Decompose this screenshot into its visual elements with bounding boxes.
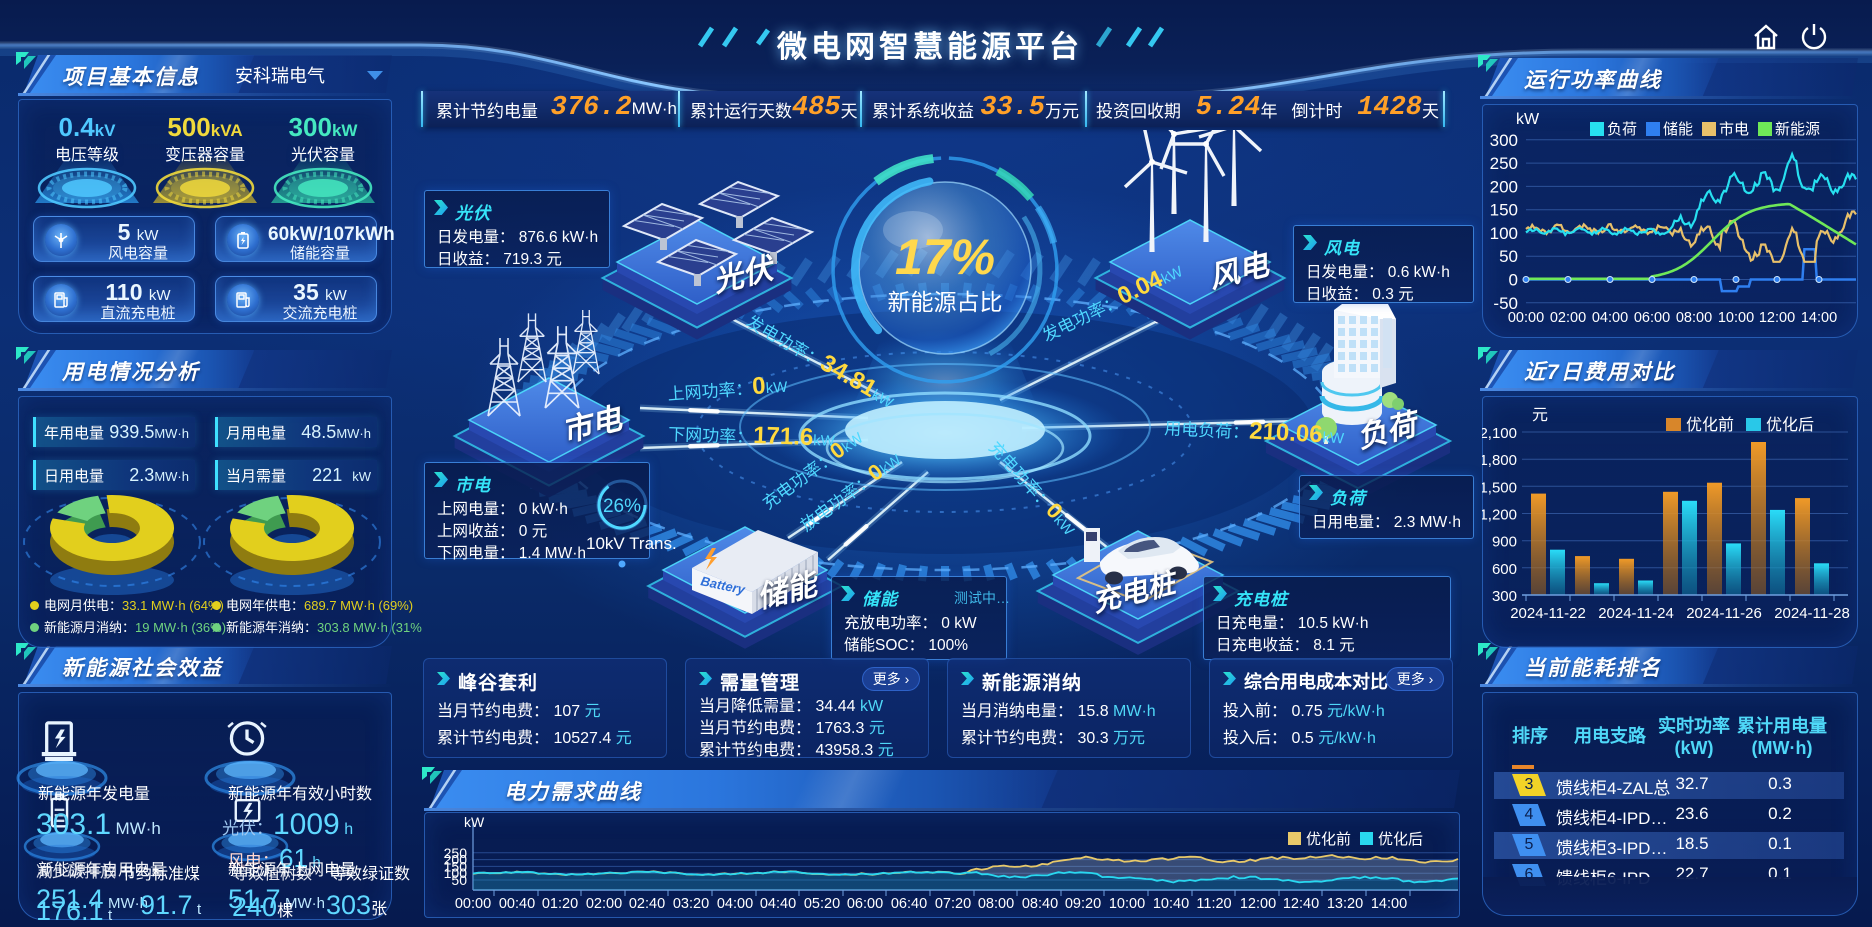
svg-text:用电负荷：210.06kW: 用电负荷：210.06kW (1164, 413, 1346, 449)
svg-text:1,500: 1,500 (1482, 479, 1517, 496)
svg-text:新能源占比: 新能源占比 (888, 289, 1003, 315)
svg-text:2024-11-26: 2024-11-26 (1686, 605, 1762, 622)
svg-text:新能源: 新能源 (1775, 121, 1820, 138)
svg-text:2024-11-28: 2024-11-28 (1774, 605, 1850, 622)
svg-text:1,200: 1,200 (1482, 507, 1517, 524)
svg-text:kW: kW (1516, 111, 1540, 128)
svg-text:08:40: 08:40 (1022, 896, 1058, 912)
svg-text:00:00: 00:00 (455, 896, 491, 912)
svg-text:14:00: 14:00 (1801, 310, 1837, 326)
svg-text:00:00: 00:00 (1508, 310, 1544, 326)
svg-text:05:20: 05:20 (804, 896, 840, 912)
svg-text:优化后: 优化后 (1766, 416, 1814, 434)
svg-text:12:00: 12:00 (1240, 896, 1276, 912)
svg-text:12:40: 12:40 (1283, 896, 1319, 912)
svg-text:100: 100 (1490, 224, 1518, 243)
svg-text:2,100: 2,100 (1482, 425, 1517, 442)
svg-text:10:40: 10:40 (1153, 896, 1189, 912)
svg-text:08:00: 08:00 (978, 896, 1014, 912)
svg-text:06:00: 06:00 (847, 896, 883, 912)
svg-text:2024-11-22: 2024-11-22 (1510, 605, 1586, 622)
svg-text:负荷: 负荷 (1607, 121, 1637, 138)
svg-text:-50: -50 (1493, 294, 1518, 313)
svg-text:10:00: 10:00 (1109, 896, 1145, 912)
svg-text:0: 0 (1509, 271, 1518, 290)
svg-text:200: 200 (1490, 177, 1518, 196)
svg-text:10:00: 10:00 (1718, 310, 1754, 326)
svg-text:600: 600 (1492, 561, 1517, 578)
svg-text:13:20: 13:20 (1327, 896, 1363, 912)
svg-text:100: 100 (444, 865, 468, 881)
svg-text:250: 250 (444, 845, 468, 861)
svg-text:市电: 市电 (1719, 121, 1749, 138)
svg-text:14:00: 14:00 (1371, 896, 1407, 912)
svg-text:08:00: 08:00 (1676, 310, 1712, 326)
svg-text:02:40: 02:40 (629, 896, 665, 912)
svg-text:下网功率：171.6kW: 下网功率：171.6kW (668, 419, 836, 452)
svg-text:元: 元 (1532, 407, 1548, 424)
svg-text:优化后: 优化后 (1378, 831, 1423, 848)
svg-text:02:00: 02:00 (586, 896, 622, 912)
svg-text:04:40: 04:40 (760, 896, 796, 912)
svg-text:06:00: 06:00 (1634, 310, 1670, 326)
svg-text:900: 900 (1492, 534, 1517, 551)
svg-text:150: 150 (1490, 201, 1518, 220)
svg-text:04:00: 04:00 (717, 896, 753, 912)
svg-text:11:20: 11:20 (1196, 896, 1231, 912)
svg-text:优化前: 优化前 (1686, 416, 1734, 434)
svg-text:200: 200 (444, 852, 468, 868)
svg-text:17%: 17% (895, 229, 995, 285)
svg-text:02:00: 02:00 (1550, 310, 1586, 326)
svg-text:2024-11-24: 2024-11-24 (1598, 605, 1674, 622)
svg-text:03:20: 03:20 (673, 896, 709, 912)
svg-text:1,800: 1,800 (1482, 452, 1517, 469)
svg-text:300: 300 (1490, 131, 1518, 150)
svg-text:06:40: 06:40 (891, 896, 927, 912)
svg-text:12:00: 12:00 (1759, 310, 1795, 326)
svg-text:26%: 26% (603, 496, 641, 517)
svg-text:04:00: 04:00 (1592, 310, 1628, 326)
svg-text:300: 300 (1492, 588, 1517, 605)
svg-text:50: 50 (1499, 247, 1518, 266)
svg-text:优化前: 优化前 (1306, 831, 1351, 848)
svg-text:09:20: 09:20 (1065, 896, 1101, 912)
svg-text:07:20: 07:20 (935, 896, 971, 912)
svg-text:kW: kW (464, 814, 485, 830)
svg-text:150: 150 (444, 858, 468, 874)
svg-text:50: 50 (451, 872, 467, 888)
svg-text:250: 250 (1490, 154, 1518, 173)
svg-text:储能: 储能 (1663, 121, 1693, 138)
svg-text:00:40: 00:40 (499, 896, 535, 912)
svg-text:01:20: 01:20 (542, 896, 578, 912)
